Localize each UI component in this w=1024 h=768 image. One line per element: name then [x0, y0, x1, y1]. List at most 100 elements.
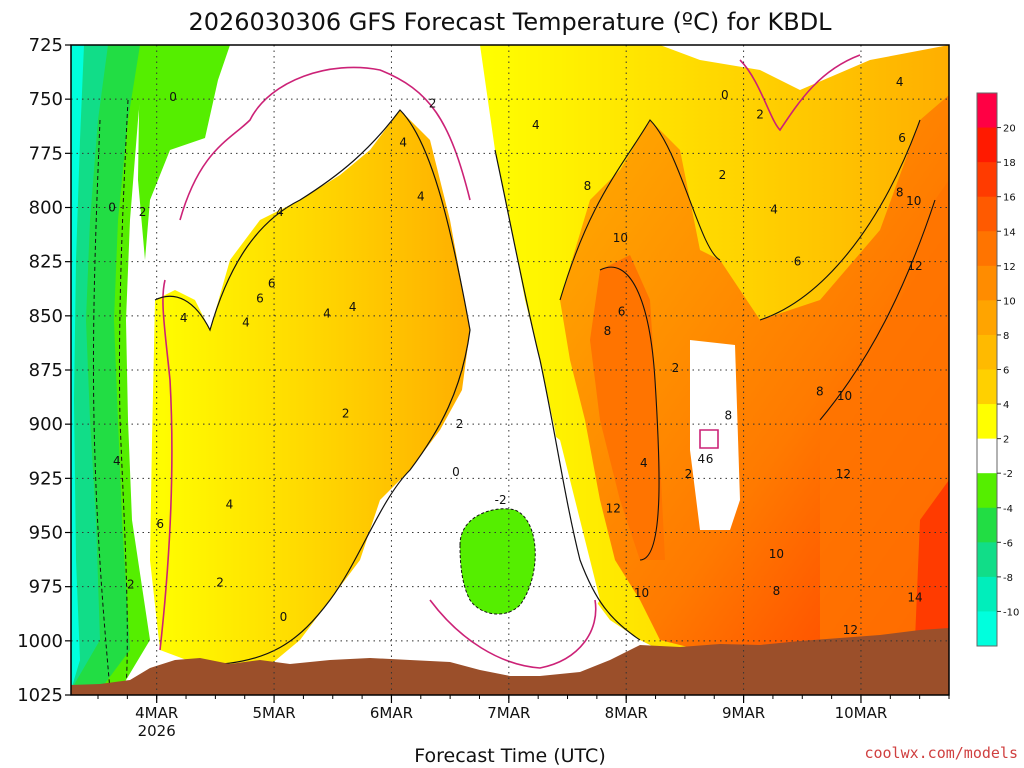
colorbar: 20 18 16 14 12 10 8 6 4 2 -2 -4 -6 -8 -10	[976, 92, 1019, 647]
colorbar-segment	[977, 369, 997, 405]
contour-label: 8	[816, 385, 824, 399]
y-tick-label: 825	[29, 252, 63, 273]
colorbar-label: -10	[1003, 607, 1019, 618]
x-tick-label: 6MAR	[370, 704, 413, 722]
colorbar-segment	[977, 438, 997, 474]
contour-label: 4	[323, 307, 331, 321]
colorbar-label: 10	[1003, 296, 1016, 307]
contour-label: 12	[907, 259, 922, 273]
colorbar-label: -8	[1003, 573, 1013, 584]
contour-label: 2	[685, 467, 693, 481]
contour-two-b	[494, 149, 641, 641]
contour-zero-c	[429, 599, 597, 669]
plot-area	[71, 45, 949, 695]
contour-ten	[599, 266, 660, 561]
colorbar-segment	[977, 127, 997, 163]
y-tick-label: 750	[29, 89, 63, 110]
colorbar-segment	[977, 542, 997, 578]
colorbar-label: 8	[1003, 331, 1009, 342]
contour-label: 2	[672, 361, 680, 375]
contour-label: 10	[769, 547, 784, 561]
contour-label: 2	[342, 406, 350, 420]
x-tick-label: 10MAR	[835, 704, 888, 722]
contour-label: 8	[604, 324, 612, 338]
contour-label: 12	[606, 502, 621, 516]
contour-label: 10	[613, 231, 628, 245]
y-tick-label: 975	[29, 577, 63, 598]
y-tick-label: 775	[29, 143, 63, 164]
colorbar-label: 6	[1003, 366, 1009, 377]
x-tick-label: 7MAR	[487, 704, 530, 722]
colorbar-segment	[977, 507, 997, 543]
colorbar-segment	[977, 162, 997, 198]
x-tick-label: 8MAR	[605, 704, 648, 722]
contour-label: 10	[634, 586, 649, 600]
contour-label: 4	[896, 75, 904, 89]
contour-label: 2	[127, 578, 135, 592]
hot-core-day8	[590, 255, 665, 560]
contour-label: 4	[349, 300, 357, 314]
contour-dashed-a	[92, 119, 111, 691]
contour-label: 8	[773, 584, 781, 598]
colorbar-label: 20	[1003, 124, 1016, 135]
colorbar-label: -2	[1003, 469, 1013, 480]
contour-label: 4	[113, 454, 121, 468]
contour-label: 8	[725, 409, 733, 423]
contour-eight	[759, 119, 921, 321]
colorbar-segment	[977, 404, 997, 440]
y-tick-label: 1000	[17, 631, 63, 652]
terrain	[71, 628, 949, 695]
colorbar-label: 18	[1003, 158, 1016, 169]
contour-label: 4	[640, 456, 648, 470]
contour-two-a	[154, 109, 471, 666]
colorbar-label: 12	[1003, 262, 1016, 273]
contour-label: 6	[156, 517, 164, 531]
x-tick-label: 5MAR	[252, 704, 295, 722]
contour-label: 4	[417, 190, 425, 204]
x-axis-label: Forecast Time (UTC)	[414, 745, 605, 767]
colorbar-segment	[977, 611, 997, 647]
y-tick-label: 850	[29, 306, 63, 327]
y-tick-label: 900	[29, 414, 63, 435]
contour-label: 6	[256, 292, 264, 306]
contour-label: 4	[242, 315, 250, 329]
colorbar-label: 4	[1003, 400, 1009, 411]
contour-label: 0	[169, 90, 177, 104]
contour-label: 4	[226, 497, 234, 511]
contour-dashed-b	[118, 99, 129, 691]
cold-band-minus-8	[71, 45, 84, 690]
colorbar-segment	[977, 196, 997, 232]
contour-label: 8	[896, 185, 904, 199]
x-tick-sublabel: 2026	[138, 722, 176, 740]
cold-band-minus-6	[71, 45, 108, 690]
colorbar-segment	[977, 576, 997, 612]
y-tick-label: 725	[29, 35, 63, 56]
contour-label: 6	[898, 131, 906, 145]
contour-label: 4	[180, 311, 188, 325]
contour-zero-a	[179, 66, 471, 221]
y-axis: 725 750 775 800 825 850 875 900 925 950 975 1000 102…	[17, 35, 71, 706]
y-tick-label: 950	[29, 523, 63, 544]
contour-label: 6	[706, 452, 714, 466]
contour-label: 6	[618, 305, 626, 319]
contour-label: 2	[139, 205, 147, 219]
cold-pocket-day7	[459, 508, 536, 615]
contour-zero-b	[159, 279, 173, 651]
contour-label: 4	[698, 452, 706, 466]
contour-label: 4	[399, 136, 407, 150]
contour-label: 2	[456, 417, 464, 431]
x-tick-label: 9MAR	[722, 704, 765, 722]
contour-label: 4	[532, 118, 540, 132]
contour-label: 0	[108, 201, 116, 215]
contour-six	[559, 119, 721, 301]
colorbar-segment	[977, 473, 997, 509]
contour-label: 4	[276, 205, 284, 219]
contour-twelve	[819, 199, 936, 421]
contour-label: 4	[770, 203, 778, 217]
credit-label: coolwx.com/models	[864, 744, 1018, 762]
contour-label: 2	[756, 107, 764, 121]
colorbar-segment	[977, 334, 997, 370]
hot-core-max	[915, 480, 949, 640]
hot-core-day10	[820, 180, 949, 640]
